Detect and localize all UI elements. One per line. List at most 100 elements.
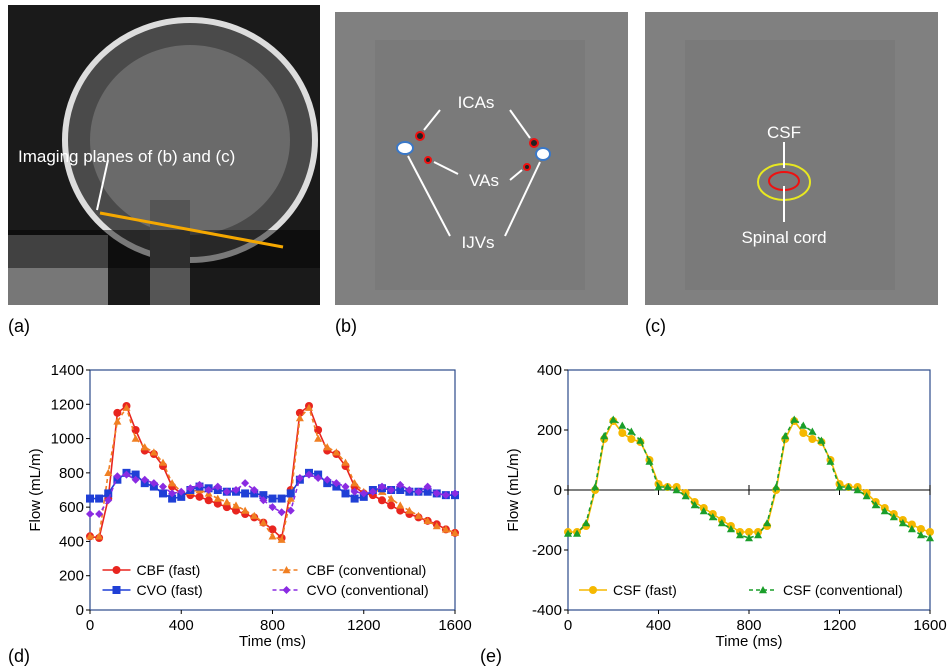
marker <box>268 525 277 534</box>
marker <box>645 457 654 465</box>
brainstem <box>150 200 190 305</box>
marker <box>159 489 167 498</box>
marker <box>232 486 240 494</box>
marker <box>95 510 104 518</box>
marker <box>159 482 167 491</box>
marker <box>405 486 414 494</box>
marker <box>414 511 423 519</box>
marker <box>618 421 627 429</box>
marker <box>277 508 286 517</box>
series-line <box>89 404 456 540</box>
legend-marker <box>589 586 597 594</box>
x-tick-label: 400 <box>169 617 194 634</box>
marker <box>86 510 94 518</box>
y-tick-label: 600 <box>59 499 84 516</box>
marker <box>754 531 763 539</box>
marker <box>140 443 149 451</box>
marker <box>350 487 359 496</box>
marker <box>826 457 835 465</box>
marker <box>423 482 432 491</box>
marker <box>295 474 304 482</box>
marker <box>131 426 140 434</box>
legend-marker <box>282 566 291 574</box>
marker <box>573 529 582 537</box>
legend-label: CBF (conventional) <box>307 562 427 578</box>
x-tick-label: 0 <box>564 617 572 634</box>
marker <box>817 436 826 444</box>
series-line <box>568 419 931 533</box>
marker <box>104 489 113 498</box>
marker <box>268 532 277 540</box>
marker <box>177 487 186 496</box>
arrow <box>96 159 109 211</box>
x-tick-label: 1600 <box>438 617 471 634</box>
marker <box>926 528 934 536</box>
marker <box>314 434 323 442</box>
legend-marker <box>112 586 121 594</box>
marker <box>323 443 332 451</box>
marker <box>277 535 286 543</box>
marker <box>898 519 907 527</box>
marker <box>672 486 681 494</box>
marker <box>95 532 104 540</box>
marker <box>699 507 708 515</box>
marker <box>104 496 113 505</box>
marker <box>451 489 459 498</box>
marker <box>564 529 572 537</box>
marker <box>213 494 222 502</box>
marker <box>86 532 94 540</box>
marker <box>808 427 817 435</box>
marker <box>745 528 753 536</box>
annotation: VAs <box>469 171 499 190</box>
marker <box>232 501 240 509</box>
marker <box>204 496 213 505</box>
marker <box>844 483 853 491</box>
marker <box>259 496 268 505</box>
marker <box>717 519 726 527</box>
marker <box>241 506 250 514</box>
legend-label: CSF (conventional) <box>783 582 903 598</box>
brain-inner <box>90 45 290 235</box>
marker <box>708 513 717 521</box>
marker <box>323 475 332 484</box>
marker <box>286 506 295 515</box>
marker <box>432 522 441 530</box>
annotation: IJVs <box>461 233 494 252</box>
face <box>8 235 108 305</box>
marker <box>186 484 195 493</box>
marker <box>341 458 350 466</box>
panel-label: (a) <box>8 316 30 336</box>
marker <box>582 519 591 527</box>
marker <box>396 486 405 494</box>
marker <box>241 479 250 488</box>
marker <box>168 494 177 503</box>
marker <box>790 415 799 423</box>
y-tick-label: -200 <box>532 542 562 559</box>
marker <box>305 403 313 411</box>
marker <box>835 483 844 491</box>
x-tick-label: 400 <box>646 617 671 634</box>
marker <box>654 483 663 491</box>
legend-label: CSF (fast) <box>613 582 677 598</box>
marker <box>286 489 295 498</box>
marker <box>916 525 925 533</box>
marker <box>222 498 231 506</box>
marker <box>314 426 323 434</box>
y-tick-label: 400 <box>59 533 84 550</box>
y-tick-label: -400 <box>532 602 562 619</box>
annotation: Imaging planes of (b) and (c) <box>18 147 235 166</box>
marker <box>250 486 259 494</box>
panel-label: (b) <box>335 316 357 336</box>
marker <box>441 525 450 533</box>
x-tick-label: 0 <box>86 617 94 634</box>
marker <box>195 492 204 501</box>
legend-marker <box>112 566 121 574</box>
annotation: Spinal cord <box>741 228 826 247</box>
marker <box>122 470 131 479</box>
x-tick-label: 800 <box>736 617 761 634</box>
legend-label: CBF (fast) <box>137 562 201 578</box>
marker <box>862 492 871 500</box>
marker <box>396 501 405 509</box>
marker <box>600 432 609 440</box>
